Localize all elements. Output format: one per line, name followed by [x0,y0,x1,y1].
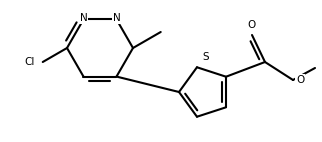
Text: N: N [113,13,120,23]
Text: O: O [248,20,256,30]
Text: O: O [296,75,304,85]
Text: S: S [202,52,209,62]
Text: N: N [80,13,87,23]
Text: Cl: Cl [24,57,35,67]
